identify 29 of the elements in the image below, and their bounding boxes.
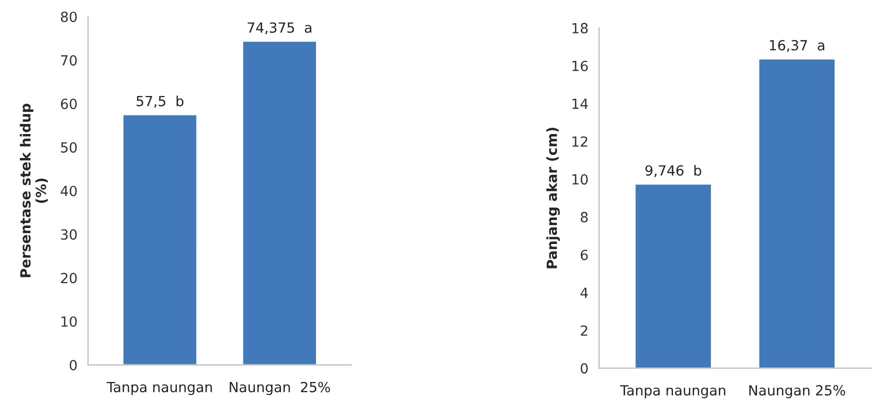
x-tick-label: Naungan 25% [749,385,846,398]
y-tick-label: 14 [572,98,588,109]
y-tick-label: 40 [60,186,77,196]
y-axis-title: Persentase stek hidup (%) [20,104,48,278]
y-tick-label: 30 [61,229,77,240]
y-tick-label: 2 [580,325,588,336]
y-tick-label: 80 [60,12,77,22]
y-tick-label: 0 [580,363,588,374]
x-tick-label: Naungan 25% [230,382,330,396]
y-tick-label: 60 [60,98,77,110]
y-tick-label: 18 [572,22,588,34]
y-tick-label: 16 [572,60,588,72]
x-tick-label: Tanpa naungan [620,385,726,398]
y-tick-label: 0 [70,360,77,370]
y-tick-label: 4 [580,288,588,298]
y-axis-title: Panjang akar (cm) [546,128,560,268]
text: 74,375 a [248,22,312,34]
text: 16,37 a [770,40,824,52]
y-tick-label: 70 [61,55,77,66]
y-tick-label: 8 [580,212,588,222]
y-tick-label: 10 [572,174,588,185]
x-tick-label: Tanpa naungan [106,382,212,396]
text: 9,746 b [645,164,702,178]
y-tick-label: 12 [572,136,588,147]
y-tick-label: 10 [62,316,77,327]
y-tick-label: 50 [61,142,77,153]
y-tick-label: 20 [61,272,77,284]
text: 57,5 b [136,96,184,108]
y-tick-label: 6 [580,250,588,260]
